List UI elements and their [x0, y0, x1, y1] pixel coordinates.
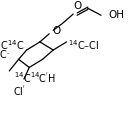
Text: H$^{14}$C$^{.}$: H$^{14}$C$^{.}$ [0, 47, 10, 61]
Text: $^{14}$C$^{14}$C$^{'}$H: $^{14}$C$^{14}$C$^{'}$H [14, 70, 56, 84]
Text: O: O [74, 1, 82, 11]
Text: H$^{14}$C$^{14}$C: H$^{14}$C$^{14}$C [0, 37, 25, 51]
Text: Cl$^{'}$: Cl$^{'}$ [13, 82, 26, 97]
Text: $^{14}$C–Cl: $^{14}$C–Cl [68, 37, 100, 51]
Text: OH: OH [108, 9, 124, 19]
Text: O: O [52, 26, 61, 35]
